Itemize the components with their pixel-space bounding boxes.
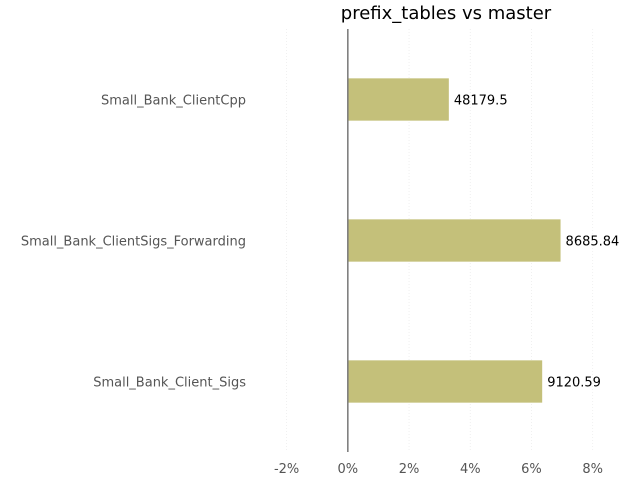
bar-value-label: 9120.59 [547,376,601,391]
x-tick-label: 6% [521,462,542,477]
x-tick-label: -2% [274,462,299,477]
x-tick-label: 4% [460,462,481,477]
category-labels: Small_Bank_ClientCpp Small_Bank_ClientSig… [21,94,246,391]
bar [347,78,449,121]
category-label: Small_Bank_ClientCpp [101,94,246,109]
x-tick-label: 2% [399,462,420,477]
bar [347,219,561,262]
x-axis-ticks: -2% 0% 2% 4% 6% 8% [274,462,603,477]
bars: 48179.5 8685.84 9120.59 [347,29,620,452]
bar-value-label: 8685.84 [566,235,620,250]
category-label: Small_Bank_ClientSigs_Forwarding [21,235,246,250]
bar [347,360,543,403]
category-label: Small_Bank_Client_Sigs [93,376,246,391]
x-tick-label: 0% [338,462,359,477]
chart-title: prefix_tables vs master [341,3,552,24]
bar-value-label: 48179.5 [454,94,508,109]
x-tick-label: 8% [582,462,603,477]
